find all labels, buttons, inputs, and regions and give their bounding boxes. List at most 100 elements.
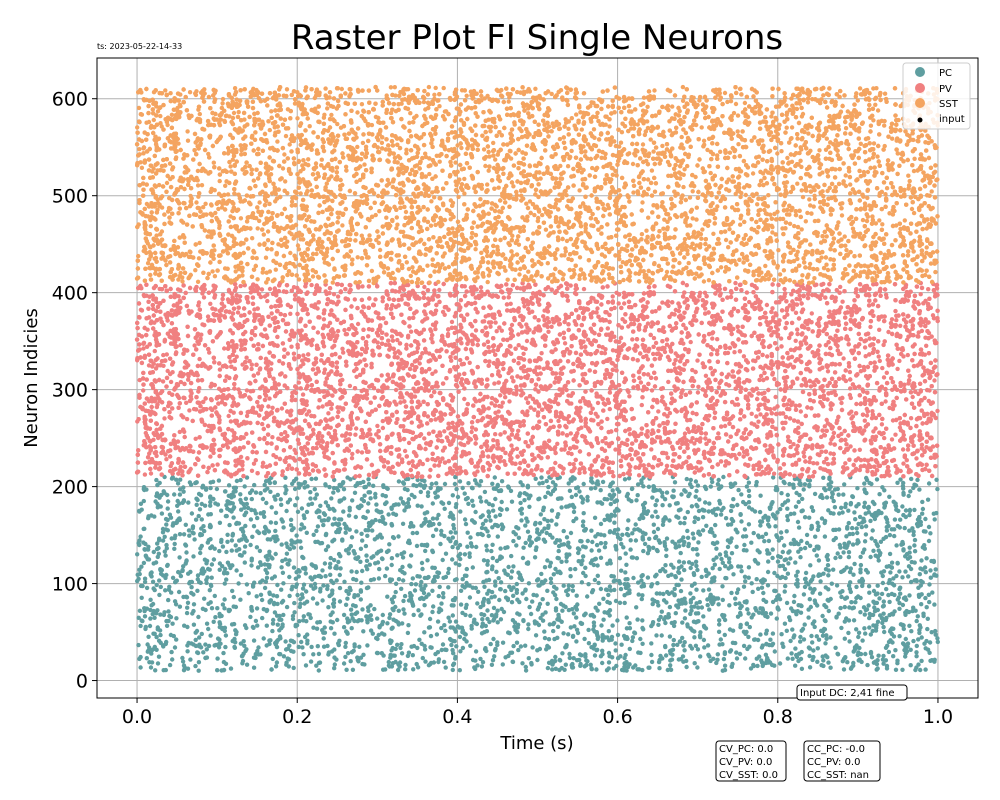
spike-point-pc <box>881 654 885 658</box>
spike-point-pc <box>299 640 303 644</box>
spike-point-pc <box>684 659 688 663</box>
spike-point-pc <box>296 633 300 637</box>
spike-point-pc <box>348 477 352 481</box>
spike-point-pc <box>373 561 377 565</box>
spike-point-pc <box>758 494 762 498</box>
spike-point-pc <box>678 640 682 644</box>
spike-point-pc <box>283 484 287 488</box>
spike-point-pc <box>761 591 765 595</box>
spike-point-pc <box>760 535 764 539</box>
spike-point-pc <box>403 594 407 598</box>
spike-point-pc <box>849 665 853 669</box>
spike-point-pc <box>724 516 728 520</box>
spike-point-pc <box>530 599 534 603</box>
spike-point-pc <box>383 667 387 671</box>
spike-point-pc <box>924 556 928 560</box>
spike-point-pc <box>140 618 144 622</box>
spike-point-pc <box>571 634 575 638</box>
spike-point-pc <box>720 584 724 588</box>
spike-point-pc <box>434 528 438 532</box>
spike-point-pc <box>311 596 315 600</box>
spike-point-pc <box>614 599 618 603</box>
spike-point-pc <box>316 644 320 648</box>
spike-point-pc <box>774 516 778 520</box>
spike-point-pc <box>487 534 491 538</box>
spike-point-pc <box>683 608 687 612</box>
spike-point-pc <box>277 618 281 622</box>
spike-point-pc <box>786 518 790 522</box>
spike-point-pc <box>229 509 233 513</box>
spike-point-pc <box>527 505 531 509</box>
spike-point-pc <box>312 533 316 537</box>
spike-point-pc <box>701 528 705 532</box>
spike-point-pc <box>857 658 861 662</box>
spike-point-pc <box>161 643 165 647</box>
spike-point-pc <box>877 558 881 562</box>
spike-point-pc <box>700 575 704 579</box>
spike-point-pc <box>679 551 683 555</box>
spike-point-pc <box>630 531 634 535</box>
spike-point-pc <box>664 600 668 604</box>
spike-point-pc <box>434 481 438 485</box>
spike-point-pc <box>797 500 801 504</box>
spike-point-pc <box>431 501 435 505</box>
spike-point-pc <box>308 496 312 500</box>
spike-point-pc <box>197 635 201 639</box>
spike-point-pc <box>437 522 441 526</box>
spike-point-pc <box>456 495 460 499</box>
spike-point-pc <box>577 658 581 662</box>
spike-point-pc <box>398 646 402 650</box>
spike-point-pc <box>599 587 603 591</box>
spike-point-pc <box>429 486 433 490</box>
spike-point-pc <box>780 503 784 507</box>
spike-point-pc <box>803 622 807 626</box>
spike-point-pc <box>848 570 852 574</box>
spike-point-pc <box>843 619 847 623</box>
spike-point-pc <box>509 554 513 558</box>
spike-point-pc <box>218 568 222 572</box>
spike-point-pc <box>339 484 343 488</box>
spike-point-pc <box>450 545 454 549</box>
spike-point-pc <box>867 625 871 629</box>
spike-point-pc <box>821 658 825 662</box>
spike-point-pc <box>851 542 855 546</box>
spike-point-pc <box>524 665 528 669</box>
spike-point-pc <box>766 559 770 563</box>
spike-point-pc <box>934 478 938 482</box>
spike-point-pc <box>583 655 587 659</box>
spike-point-pc <box>781 564 785 568</box>
spike-point-pc <box>611 488 615 492</box>
spike-point-pc <box>572 656 576 660</box>
spike-point-pc <box>412 644 416 648</box>
spike-point-pc <box>730 551 734 555</box>
spike-point-pc <box>596 574 600 578</box>
spike-point-pc <box>615 532 619 536</box>
spike-point-pc <box>194 497 198 501</box>
spike-point-pc <box>871 613 875 617</box>
spike-point-pc <box>581 544 585 548</box>
spike-point-pc <box>366 509 370 513</box>
spike-point-pc <box>309 584 313 588</box>
spike-point-pc <box>302 513 306 517</box>
spike-point-pc <box>461 486 465 490</box>
spike-point-pc <box>784 557 788 561</box>
spike-point-pc <box>782 481 786 485</box>
spike-point-pc <box>208 496 212 500</box>
spike-point-pc <box>881 537 885 541</box>
spike-point-pc <box>238 598 242 602</box>
spike-point-pc <box>674 611 678 615</box>
spike-point-pc <box>595 563 599 567</box>
spike-point-pc <box>465 567 469 571</box>
spike-point-pc <box>902 596 906 600</box>
spike-point-pc <box>344 641 348 645</box>
spike-point-pc <box>318 587 322 591</box>
spike-point-pc <box>483 527 487 531</box>
spike-point-pc <box>855 531 859 535</box>
spike-point-pc <box>683 489 687 493</box>
spike-point-pc <box>625 494 629 498</box>
spike-point-pc <box>597 602 601 606</box>
spike-point-pc <box>852 606 856 610</box>
spike-point-pc <box>297 574 301 578</box>
spike-point-pc <box>411 653 415 657</box>
spike-point-pc <box>515 630 519 634</box>
